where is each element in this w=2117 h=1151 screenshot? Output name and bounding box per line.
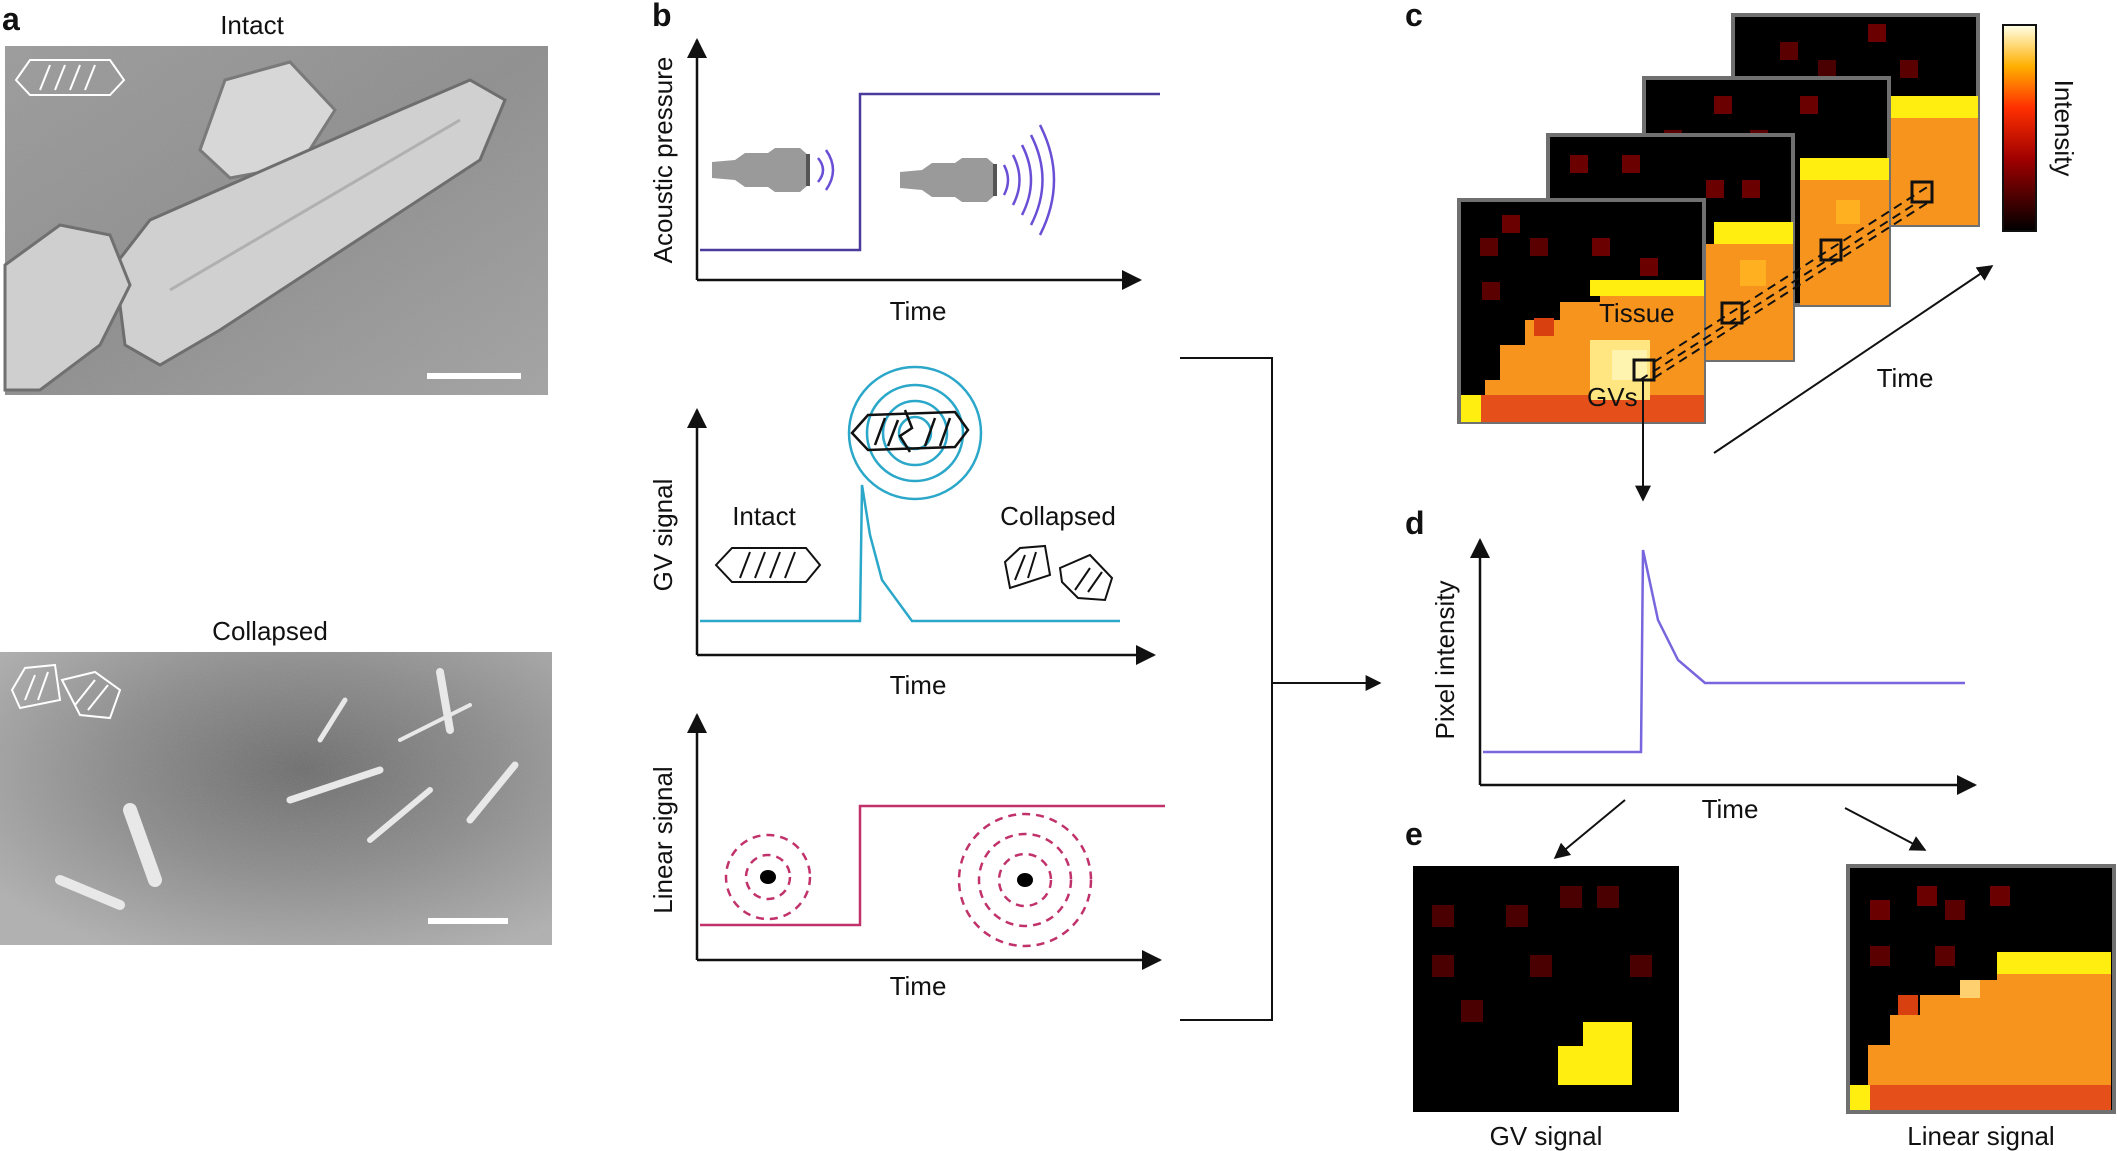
scatterer-dot-low	[760, 870, 776, 884]
collapsed-gv-icon-b	[1003, 544, 1114, 602]
arrow-to-gv-signal	[1553, 799, 1626, 860]
scatterer-dot-high	[1017, 873, 1033, 887]
gv-signal-xlabel: Time	[890, 670, 947, 700]
panel-e: e GV signal	[1405, 816, 2116, 1151]
arrow-to-linear-signal	[1844, 807, 1927, 851]
linear-signal-xlabel: Time	[890, 971, 947, 1001]
collapsed-sem-image	[0, 652, 552, 945]
panel-a-label: a	[2, 1, 20, 37]
acoustic-pressure-line	[700, 92, 1160, 252]
colorbar-label: Intensity	[2049, 80, 2079, 177]
panel-e-label: e	[1405, 816, 1423, 852]
linear-signal-plot: Linear signal Time	[648, 713, 1165, 1001]
intact-gv-icon	[14, 59, 126, 96]
gv-collapsed-label: Collapsed	[1000, 501, 1116, 531]
intact-title: Intact	[220, 10, 284, 40]
acoustic-pressure-ylabel: Acoustic pressure	[648, 57, 678, 264]
gv-signal-plot: GV signal Time Intact Collapsed	[648, 365, 1156, 700]
gv-signal-image	[1413, 866, 1679, 1112]
panel-b-label: b	[652, 0, 672, 33]
pixel-intensity-ylabel: Pixel intensity	[1430, 581, 1460, 740]
panel-d: d Pixel intensity Time	[1405, 505, 1977, 860]
gv-signal-line	[700, 484, 1120, 623]
roi-dashed-lines	[1639, 183, 1933, 381]
gv-signal-ylabel: GV signal	[648, 479, 678, 592]
time-label-c: Time	[1877, 363, 1934, 393]
panel-c: c	[1405, 0, 2079, 502]
collapsed-gv-icon	[10, 663, 122, 720]
acoustic-pressure-plot: Acoustic pressure Time	[648, 38, 1160, 326]
panel-a: a Intact Collapsed	[0, 1, 552, 945]
acoustic-pressure-xlabel: Time	[890, 296, 947, 326]
tissue-label: Tissue	[1599, 298, 1675, 328]
panel-d-label: d	[1405, 505, 1425, 541]
pixel-intensity-xlabel: Time	[1702, 794, 1759, 824]
transducer-low-icon	[712, 148, 835, 192]
intensity-colorbar: Intensity	[2002, 24, 2079, 232]
intact-scale-bar	[427, 373, 521, 379]
linear-signal-ylabel: Linear signal	[648, 766, 678, 913]
linear-signal-image-label: Linear signal	[1907, 1121, 2054, 1151]
intact-sem-image	[3, 46, 548, 395]
linear-signal-image	[1846, 864, 2116, 1114]
panel-c-label: c	[1405, 0, 1423, 33]
transducer-high-icon	[900, 124, 1056, 236]
intact-gv-icon-b	[714, 547, 822, 583]
linear-scatter-low-icon	[724, 833, 812, 921]
collapsed-scale-bar	[428, 918, 508, 924]
collapsed-title: Collapsed	[212, 616, 328, 646]
gv-intact-label: Intact	[732, 501, 796, 531]
gvs-label: GVs	[1587, 382, 1638, 412]
time-axis-arrow	[1713, 265, 1994, 454]
pixel-intensity-line	[1483, 549, 1965, 754]
collapse-burst-icon	[847, 365, 983, 501]
panel-b: b Acoustic pressure Time	[648, 0, 1382, 1021]
gv-signal-image-label: GV signal	[1490, 1121, 1603, 1151]
linear-scatter-high-icon	[957, 812, 1093, 948]
bracket-connector	[1180, 357, 1382, 1021]
linear-signal-line	[700, 804, 1165, 927]
